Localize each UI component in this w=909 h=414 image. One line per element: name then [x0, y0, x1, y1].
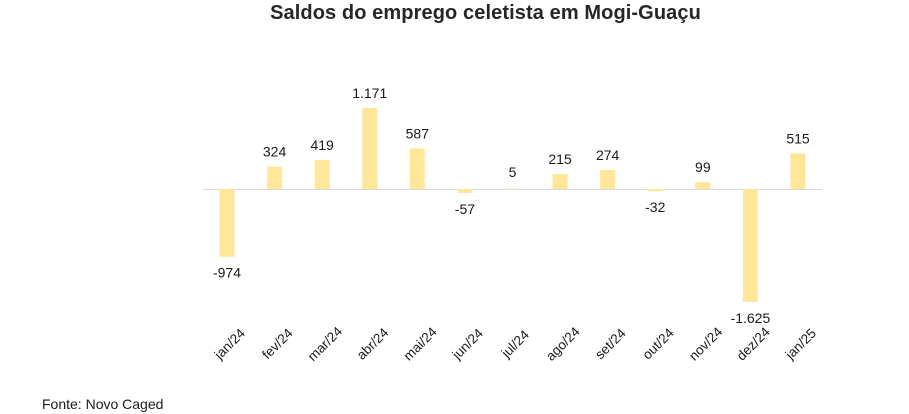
bar-jun-24 [457, 189, 473, 193]
bars-layer [219, 108, 806, 302]
x-tick-label: jun/24 [449, 325, 487, 363]
data-label: -32 [645, 199, 665, 215]
bar-set-24 [600, 170, 616, 189]
bar-jul-24 [505, 188, 520, 190]
data-label: 215 [548, 151, 572, 167]
x-tick-label: ago/24 [543, 324, 583, 364]
x-tick-label: jan/25 [782, 326, 819, 363]
x-tick-label: mai/24 [401, 324, 441, 364]
data-label: 99 [695, 159, 711, 175]
x-tick-label: mar/24 [305, 323, 346, 364]
x-tick-label: jan/24 [211, 325, 249, 363]
data-label: 587 [406, 125, 430, 141]
x-tick-label: out/24 [639, 325, 676, 362]
chart-title: Saldos do emprego celetista em Mogi-Guaç… [270, 2, 701, 24]
bar-ago-24 [552, 174, 568, 189]
bar-jan-25 [790, 153, 806, 189]
data-label: 324 [263, 144, 287, 160]
data-label: 274 [596, 147, 620, 163]
x-tick-label: jul/24 [498, 327, 532, 361]
x-tick-label: nov/24 [686, 324, 726, 364]
bar-jan-24 [219, 189, 235, 257]
x-tick-label: dez/24 [734, 324, 774, 364]
bar-mar-24 [314, 160, 330, 189]
bar-abr-24 [362, 108, 378, 189]
bar-mai-24 [409, 148, 425, 189]
data-label: 5 [509, 164, 517, 180]
bar-out-24 [647, 189, 663, 192]
data-label: -1.625 [731, 310, 771, 326]
x-tick-label: fev/24 [259, 325, 296, 362]
category-tick-labels: jan/24 fev/24 mar/24 abr/24 mai/24 jun/24 jul/… [211, 323, 819, 364]
bar-dez-24 [742, 189, 758, 302]
data-label: 419 [310, 137, 334, 153]
data-label: 1.171 [352, 85, 387, 101]
data-label: -974 [213, 265, 241, 281]
data-labels-layer: -974 324 419 1.171 587 -57 5 215 274 -32 99 -1.625 5… [213, 85, 810, 326]
data-label: -57 [455, 201, 475, 217]
x-tick-label: set/24 [592, 325, 629, 362]
bar-fev-24 [267, 166, 283, 189]
x-tick-label: abr/24 [354, 325, 392, 363]
bar-nov-24 [695, 182, 711, 189]
data-label: 515 [786, 130, 810, 146]
source-note: Fonte: Novo Caged [42, 396, 164, 412]
